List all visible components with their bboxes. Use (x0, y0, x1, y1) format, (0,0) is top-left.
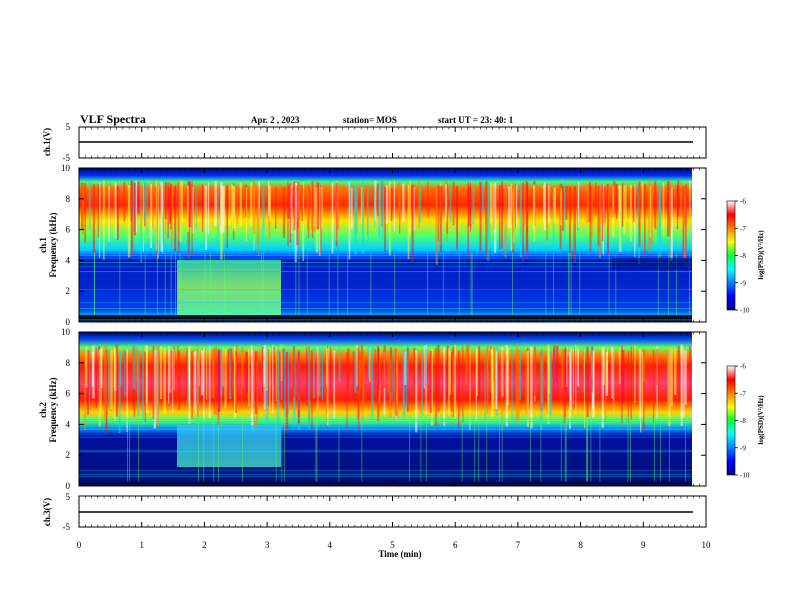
y-tick-label: 10 (61, 327, 71, 337)
colorbar-tick-label: -6 (740, 363, 746, 371)
ch2-spec-ylabel-channel: ch.2 (38, 402, 48, 418)
y-tick-label: 4 (66, 255, 71, 265)
x-tick-label: 5 (390, 540, 395, 550)
colorbar-tick-label: -10 (740, 307, 750, 315)
ch1-waveform-panel: 5 -5 ch.1(V) (42, 122, 707, 163)
colorbar-tick-label: -10 (740, 472, 750, 480)
x-tick-label: 7 (516, 540, 521, 550)
y-tick-label: 0 (66, 481, 71, 491)
station-label: station= MOS (343, 115, 397, 125)
ch1-spectrogram-panel: ch.1 Frequency (kHz) 0 2 4 6 8 10 (38, 163, 707, 327)
figure-title: VLF Spectra (80, 112, 146, 126)
ch1-broadband-emission (177, 260, 281, 315)
x-tick-label: 8 (578, 540, 583, 550)
x-tick-label: 3 (265, 540, 270, 550)
colorbar-tick-label: -6 (740, 198, 746, 206)
y-tick-label: 4 (66, 419, 71, 429)
x-axis-label: Time (min) (378, 549, 421, 559)
ch3-ytick-5: 5 (66, 492, 71, 502)
x-tick-label: 4 (328, 540, 333, 550)
x-axis: 0 1 2 3 4 5 6 7 8 9 10 (77, 127, 711, 550)
y-tick-label: 8 (66, 194, 71, 204)
ch1-colorbar-label: log(PSD)(V²/Hz) (757, 230, 765, 280)
ch2-colorbar-label: log(PSD)(V²/Hz) (757, 395, 765, 445)
y-tick-label: 2 (66, 286, 71, 296)
ch1-ytick-neg5: -5 (63, 153, 71, 163)
ch1-waveform-ylabel: ch.1(V) (42, 128, 52, 156)
x-tick-label: 1 (139, 540, 144, 550)
x-tick-label: 9 (641, 540, 646, 550)
ch2-spec-ylabel-freq: Frequency (kHz) (48, 377, 58, 442)
x-tick-label: 6 (453, 540, 458, 550)
x-tick-label: 2 (202, 540, 207, 550)
y-tick-label: 6 (66, 389, 71, 399)
colorbar-tick-label: -8 (740, 252, 746, 260)
date-label: Apr. 2 , 2023 (251, 115, 300, 125)
colorbar-tick-label: -9 (740, 444, 746, 452)
start-time-label: start UT = 23: 40: 1 (438, 115, 514, 125)
colorbar-tick-label: -7 (740, 390, 746, 398)
y-tick-label: 6 (66, 225, 71, 235)
ch1-ytick-5: 5 (66, 122, 71, 132)
colorbar-tick-label: -8 (740, 417, 746, 425)
colorbar-tick-label: -7 (740, 225, 746, 233)
y-tick-label: 10 (61, 163, 71, 173)
ch1-spec-ylabel-freq: Frequency (kHz) (48, 212, 58, 277)
ch3-waveform-ylabel: ch.3(V) (42, 498, 52, 526)
ch3-ytick-neg5: -5 (63, 522, 71, 532)
x-tick-label: 10 (702, 540, 712, 550)
y-tick-label: 2 (66, 450, 71, 460)
y-tick-label: 0 (66, 317, 71, 327)
y-tick-label: 8 (66, 358, 71, 368)
ch2-broadband-emission (177, 425, 281, 467)
ch2-colorbar: -6 -7 -8 -9 -10 log(PSD)(V²/Hz) (726, 363, 765, 480)
ch1-spec-ylabel-channel: ch.1 (38, 237, 48, 253)
x-tick-label: 0 (77, 540, 82, 550)
ch1-colorbar: -6 -7 -8 -9 -10 log(PSD)(V²/Hz) (726, 198, 765, 315)
colorbar-tick-label: -9 (740, 279, 746, 287)
ch2-spectrogram-panel: ch.2 Frequency (kHz) 0 2 4 6 8 10 (38, 327, 707, 491)
